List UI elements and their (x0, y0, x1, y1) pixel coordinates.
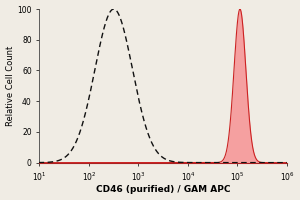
Y-axis label: Relative Cell Count: Relative Cell Count (6, 46, 15, 126)
X-axis label: CD46 (purified) / GAM APC: CD46 (purified) / GAM APC (96, 185, 230, 194)
